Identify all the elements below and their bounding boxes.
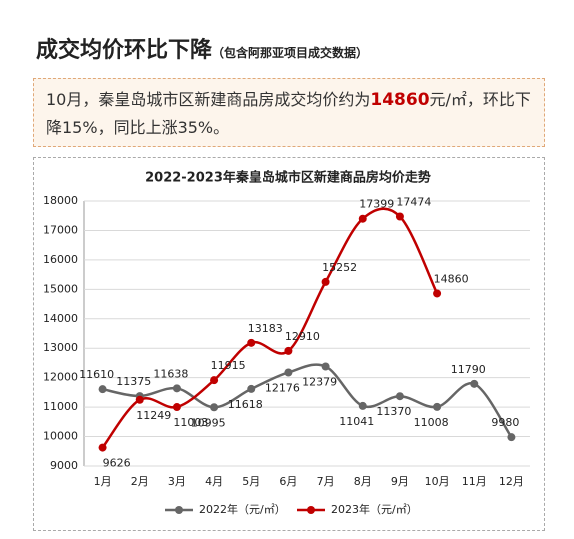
point [321, 277, 330, 286]
summary-text: 元/㎡，环比下降15%，同比上涨35%。 [46, 90, 531, 137]
data-label: 11003 [173, 416, 208, 429]
data-label: 17474 [396, 195, 431, 208]
x-tick-label: 11月 [462, 475, 487, 488]
data-label: 12176 [265, 381, 300, 394]
subtitle: （包含阿那亚项目成交数据） [212, 46, 369, 60]
point [172, 403, 181, 412]
point [284, 346, 293, 355]
point [507, 433, 516, 442]
point [284, 368, 293, 377]
data-label: 11618 [228, 398, 263, 411]
point [210, 376, 219, 385]
y-tick-label: 17000 [43, 223, 78, 236]
point [470, 379, 479, 388]
data-label: 12379 [302, 376, 337, 389]
data-label: 10995 [191, 416, 226, 429]
point [395, 392, 404, 401]
x-tick-label: 2月 [131, 475, 149, 488]
point [321, 362, 330, 371]
point [98, 385, 107, 394]
legend-marker [307, 506, 315, 514]
x-tick-label: 5月 [242, 475, 260, 488]
point [433, 289, 442, 298]
data-label: 11249 [136, 409, 171, 422]
y-tick-label: 11000 [43, 400, 78, 413]
data-label: 11790 [451, 363, 486, 376]
data-label: 12910 [285, 330, 320, 343]
point [135, 395, 144, 404]
data-label: 13183 [248, 322, 283, 335]
x-tick-label: 12月 [499, 475, 524, 488]
chart-box [33, 157, 545, 531]
series-line [101, 207, 439, 449]
legend-label: 2023年（元/㎡） [331, 502, 418, 516]
x-tick-label: 10月 [425, 475, 450, 488]
point [358, 401, 367, 410]
point [247, 384, 256, 393]
y-tick-label: 15000 [43, 282, 78, 295]
y-tick-label: 18000 [43, 194, 78, 207]
point [358, 214, 367, 223]
point [395, 212, 404, 221]
y-tick-label: 12000 [43, 371, 78, 384]
chart-title: 2022-2023年秦皇岛城市区新建商品房均价走势 [145, 170, 431, 186]
data-label: 9626 [103, 457, 131, 470]
x-tick-label: 4月 [205, 475, 223, 488]
point [98, 443, 107, 452]
data-label: 11915 [211, 359, 246, 372]
highlight: 14860 [370, 90, 430, 110]
point [247, 338, 256, 347]
x-tick-label: 3月 [168, 475, 186, 488]
data-label: 11375 [116, 375, 151, 388]
data-label: 11008 [414, 416, 449, 429]
header-title: 成交均价环比下降（包含阿那亚项目成交数据） [36, 32, 368, 64]
y-tick-label: 10000 [43, 430, 78, 443]
y-tick-label: 14000 [43, 312, 78, 325]
x-tick-label: 6月 [279, 475, 297, 488]
x-tick-label: 8月 [354, 475, 372, 488]
legend-label: 2022年（元/㎡） [199, 502, 286, 516]
data-label: 14860 [434, 272, 469, 285]
y-tick-label: 9000 [50, 459, 78, 472]
title-text: 成交均价环比下降 [36, 38, 213, 63]
data-label: 15252 [322, 261, 357, 274]
legend-marker [175, 506, 183, 514]
point [210, 403, 219, 412]
point [172, 384, 181, 393]
data-label: 11041 [339, 415, 374, 428]
data-label: 9980 [491, 416, 519, 429]
x-tick-label: 7月 [317, 475, 335, 488]
y-tick-label: 13000 [43, 341, 78, 354]
x-tick-label: 1月 [94, 475, 112, 488]
data-label: 11638 [153, 367, 188, 380]
data-label: 11370 [376, 405, 411, 418]
summary-text: 10月，秦皇岛城市区新建商品房成交均价约为 [46, 90, 371, 109]
summary: 10月，秦皇岛城市区新建商品房成交均价约为14860元/㎡，环比下降15%，同比… [33, 78, 545, 147]
point [433, 402, 442, 411]
data-label: 11610 [79, 368, 114, 381]
x-tick-label: 9月 [391, 475, 409, 488]
data-label: 17399 [359, 198, 394, 211]
y-tick-label: 16000 [43, 253, 78, 266]
